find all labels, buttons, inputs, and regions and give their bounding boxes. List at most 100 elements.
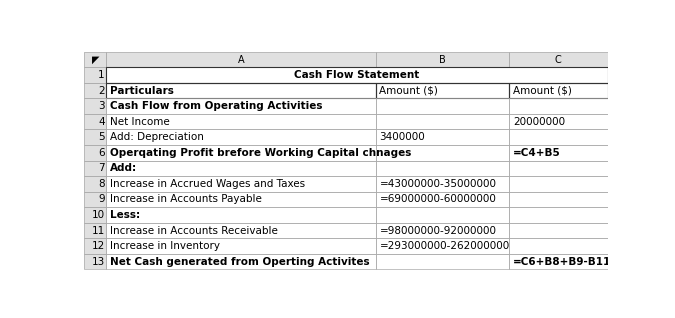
Bar [84, 145, 107, 161]
Bar [84, 207, 107, 223]
Text: C: C [555, 54, 562, 65]
Bar [84, 129, 107, 145]
Bar [84, 52, 107, 67]
Bar [376, 192, 509, 207]
Bar [84, 161, 107, 176]
Bar [376, 129, 509, 145]
Bar [509, 129, 608, 145]
Bar [107, 145, 376, 161]
Bar [84, 192, 107, 207]
Bar [376, 254, 509, 269]
Bar [107, 207, 376, 223]
Bar [107, 52, 376, 67]
Bar [107, 114, 376, 129]
Bar [84, 83, 107, 98]
Text: 13: 13 [92, 257, 105, 267]
Bar [509, 176, 608, 192]
Bar [84, 83, 107, 98]
Bar [509, 98, 608, 114]
Bar [376, 98, 509, 114]
Bar [107, 254, 376, 269]
Text: 2: 2 [98, 86, 105, 96]
Text: =293000000-262000000: =293000000-262000000 [379, 241, 510, 251]
Bar [376, 223, 509, 238]
Bar [509, 238, 608, 254]
Bar [84, 161, 107, 176]
Bar [84, 52, 107, 67]
Bar [107, 67, 608, 83]
Bar [376, 83, 509, 98]
Bar [107, 223, 376, 238]
Bar [376, 98, 509, 114]
Bar [376, 52, 509, 67]
Bar [107, 238, 376, 254]
Bar [376, 176, 509, 192]
Bar [107, 176, 376, 192]
Bar [107, 129, 376, 145]
Text: Cash Flow from Operating Activities: Cash Flow from Operating Activities [110, 101, 323, 111]
Bar [376, 114, 509, 129]
Bar [509, 254, 608, 269]
Bar [376, 161, 509, 176]
Text: =C6+B8+B9-B11-B12: =C6+B8+B9-B11-B12 [513, 257, 638, 267]
Text: Amount ($): Amount ($) [513, 86, 572, 96]
Bar [84, 238, 107, 254]
Text: 10: 10 [92, 210, 105, 220]
Text: ◤: ◤ [92, 54, 99, 65]
Bar [84, 129, 107, 145]
Bar [376, 207, 509, 223]
Bar [107, 83, 376, 98]
Text: 9: 9 [98, 195, 105, 204]
Text: Net Income: Net Income [110, 117, 169, 127]
Text: Net Cash generated from Operting Activites: Net Cash generated from Operting Activit… [110, 257, 370, 267]
Bar [509, 161, 608, 176]
Bar [376, 176, 509, 192]
Bar [107, 98, 376, 114]
Bar [376, 114, 509, 129]
Bar [107, 238, 376, 254]
Bar [84, 223, 107, 238]
Bar [107, 161, 376, 176]
Text: 5: 5 [98, 132, 105, 142]
Bar [376, 83, 509, 98]
Bar [107, 223, 376, 238]
Bar [107, 192, 376, 207]
Text: =98000000-92000000: =98000000-92000000 [379, 225, 496, 236]
Bar [84, 192, 107, 207]
Bar [107, 98, 376, 114]
Text: B: B [439, 54, 446, 65]
Text: =43000000-35000000: =43000000-35000000 [379, 179, 496, 189]
Text: 3: 3 [98, 101, 105, 111]
Text: =69000000-60000000: =69000000-60000000 [379, 195, 496, 204]
Text: A: A [238, 54, 244, 65]
Bar [376, 207, 509, 223]
Text: Particulars: Particulars [110, 86, 174, 96]
Bar [509, 207, 608, 223]
Bar [376, 145, 509, 161]
Bar [509, 192, 608, 207]
Bar [107, 129, 376, 145]
Text: Less:: Less: [110, 210, 140, 220]
Bar [376, 192, 509, 207]
Bar [509, 254, 608, 269]
Text: Increase in Accounts Receivable: Increase in Accounts Receivable [110, 225, 278, 236]
Bar [509, 83, 608, 98]
Bar [509, 52, 608, 67]
Bar [107, 161, 376, 176]
Bar [84, 176, 107, 192]
Bar [376, 254, 509, 269]
Bar [107, 67, 608, 83]
Bar [107, 83, 376, 98]
Text: 11: 11 [92, 225, 105, 236]
Bar [376, 161, 509, 176]
Bar [509, 192, 608, 207]
Bar [84, 254, 107, 269]
Text: 3400000: 3400000 [379, 132, 425, 142]
Bar [84, 207, 107, 223]
Text: Add: Depreciation: Add: Depreciation [110, 132, 204, 142]
Text: 4: 4 [98, 117, 105, 127]
Bar [107, 254, 376, 269]
Bar [509, 129, 608, 145]
Bar [107, 192, 376, 207]
Bar [509, 83, 608, 98]
